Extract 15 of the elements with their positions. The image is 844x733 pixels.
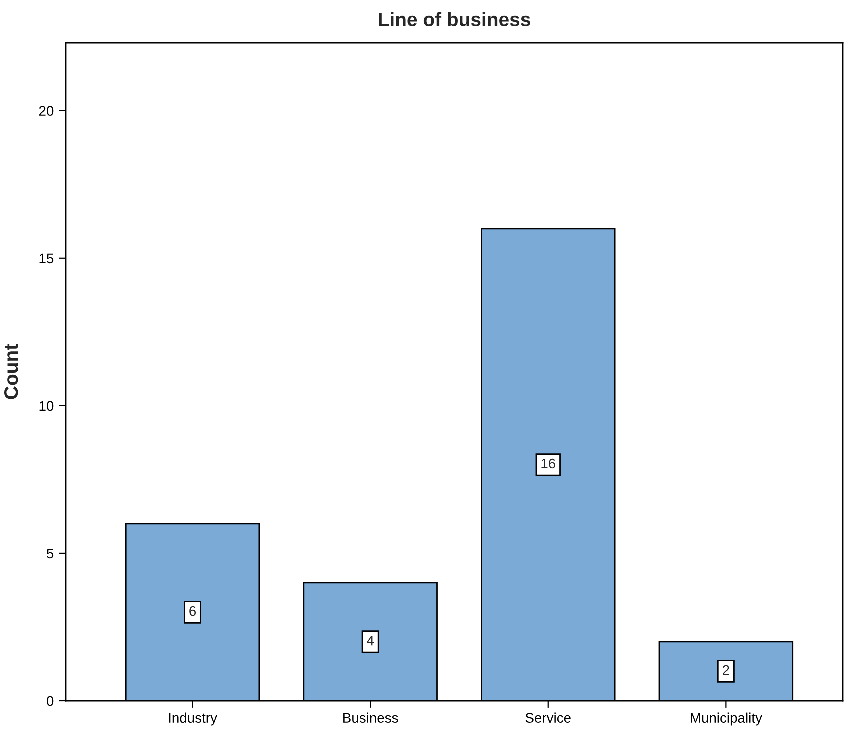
- data-label: 16: [542, 458, 556, 469]
- y-axis-title: Count: [4, 344, 18, 400]
- y-tick-label: 15: [40, 254, 54, 264]
- chart-title: Line of business: [379, 12, 530, 27]
- x-tick-label: Service: [526, 712, 571, 724]
- y-tick-label: 20: [39, 106, 54, 116]
- data-label: 6: [190, 606, 196, 616]
- x-tick-label: Business: [344, 712, 398, 724]
- data-label: 2: [723, 665, 730, 676]
- x-tick-label: Industry: [169, 712, 218, 726]
- data-label: 4: [367, 636, 374, 646]
- y-tick-label: 5: [47, 548, 54, 559]
- y-tick-label: 10: [40, 401, 54, 412]
- y-tick-label: 0: [47, 696, 54, 706]
- x-tick-label: Municipality: [691, 712, 762, 726]
